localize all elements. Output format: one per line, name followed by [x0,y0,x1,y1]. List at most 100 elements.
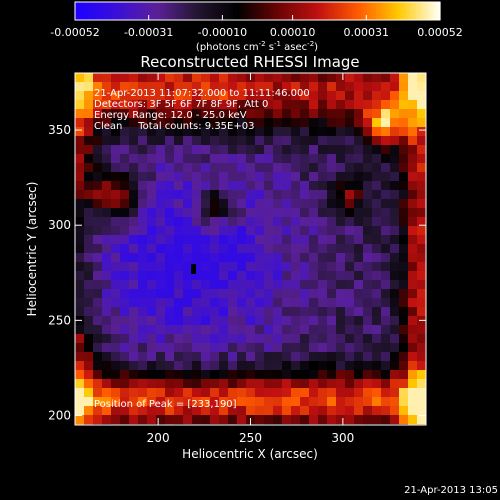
colorbar-cell [266,2,271,20]
heatmap-cell [336,262,346,272]
heatmap-cell [273,91,283,101]
colorbar-cell [360,2,365,20]
heatmap-cell [93,307,103,317]
heatmap-cell [138,136,148,146]
heatmap-cell [291,127,301,137]
heatmap-cell [156,352,166,362]
colorbar-cell [169,2,173,20]
heatmap-cell [174,73,184,83]
heatmap-cell [345,298,355,308]
heatmap-cell [399,325,409,335]
heatmap-cell [129,118,139,128]
colorbar-cell [199,2,204,20]
heatmap-cell [291,253,301,263]
heatmap-cell [291,136,301,146]
colorbar-cell [144,2,149,20]
heatmap-cell [93,316,103,326]
heatmap-cell [309,217,319,227]
heatmap-cell [390,208,400,218]
heatmap-cell [408,100,418,110]
heatmap-cell [183,415,193,425]
colorbar-tick-label: -0.00010 [198,26,247,39]
heatmap-cell [75,379,85,389]
heatmap-cell [183,91,193,101]
heatmap-cell [84,136,94,146]
heatmap-cell [300,154,310,164]
heatmap-cell [93,271,103,281]
heatmap-cell [192,406,202,416]
heatmap-cell [192,154,202,164]
heatmap-cell [201,208,211,218]
heatmap-cell [111,100,121,110]
heatmap-cell [336,370,346,380]
colorbar-cell [327,2,332,20]
heatmap-cell [390,217,400,227]
heatmap-cell [408,127,418,137]
heatmap-cell [237,208,247,218]
heatmap-cell [138,181,148,191]
heatmap-cell [156,190,166,200]
colorbar-cell [278,2,283,20]
heatmap-cell [138,145,148,155]
heatmap-cell [210,334,220,344]
heatmap-cell [129,82,139,92]
heatmap-cell [336,118,346,128]
colorbar-cell [90,2,94,20]
heatmap-cell [372,172,382,182]
heatmap-cell [183,361,193,371]
heatmap-cell [93,109,103,119]
heatmap-cell [282,199,292,209]
heatmap-cell [345,388,355,398]
heatmap-cell [363,145,373,155]
heatmap-cell [408,190,418,200]
heatmap-cell [255,271,265,281]
heatmap-cell [300,361,310,371]
heatmap-cell [219,415,229,425]
heatmap-cell [210,172,220,182]
heatmap-cell [399,154,409,164]
heatmap-cell [291,289,301,299]
heatmap-cell [390,172,400,182]
heatmap-cell [192,136,202,146]
colorbar-cell [254,2,259,20]
heatmap-cell [138,226,148,236]
heatmap-cell [93,136,103,146]
heatmap-cell [345,271,355,281]
heatmap-cell [381,91,391,101]
heatmap-cell [273,199,283,209]
heatmap-cell [327,118,337,128]
heatmap-cell [327,145,337,155]
heatmap-cell [273,325,283,335]
colorbar-cell [345,2,350,20]
heatmap-cell [390,397,400,407]
heatmap-cell [255,190,265,200]
heatmap-cell [120,271,130,281]
heatmap-cell [300,316,310,326]
heatmap-cell [309,361,319,371]
heatmap-cell [318,280,328,290]
heatmap-cell [129,352,139,362]
heatmap-cell [264,406,274,416]
colorbar-cell [397,2,402,20]
heatmap-cell [327,244,337,254]
heatmap-cell [408,244,418,254]
colorbar-cell [120,2,125,20]
heatmap-cell [201,73,211,83]
heatmap-cell [354,352,364,362]
colorbar-cell [160,2,164,20]
heatmap-cell [327,289,337,299]
heatmap-cell [237,73,247,83]
heatmap-cell [93,298,103,308]
heatmap-cell [165,145,175,155]
heatmap-cell [354,397,364,407]
colorbar-cell [333,2,338,20]
heatmap-cell [165,118,175,128]
heatmap-cell [300,406,310,416]
heatmap-cell [165,136,175,146]
heatmap-cell [201,181,211,191]
heatmap-cell [255,406,265,416]
heatmap-cell [75,244,85,254]
heatmap-cell [75,262,85,272]
heatmap-cell [93,145,103,155]
heatmap-cell [156,370,166,380]
